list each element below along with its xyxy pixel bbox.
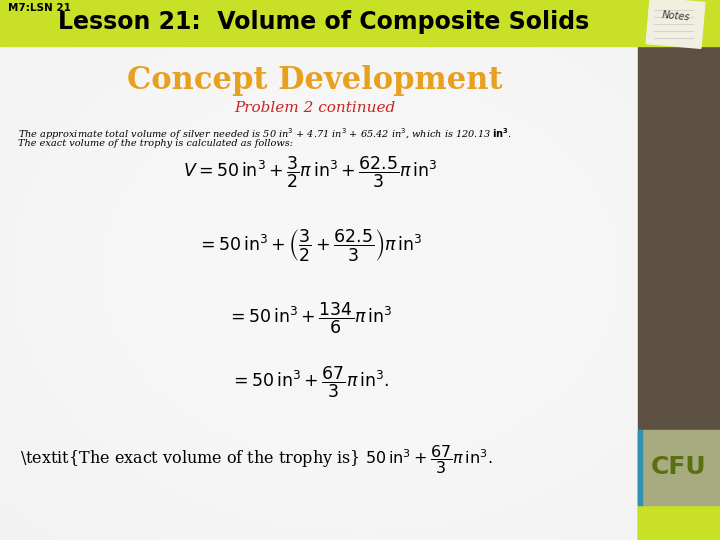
Text: $= 50\,\mathrm{in}^3 + \left(\dfrac{3}{2} + \dfrac{62.5}{3}\right)\pi\,\mathrm{i: $= 50\,\mathrm{in}^3 + \left(\dfrac{3}{2…	[197, 227, 423, 263]
Text: Concept Development: Concept Development	[127, 64, 503, 96]
Bar	[618, 0, 700, 50]
Bar	[638, 505, 720, 540]
Text: Problem 2 continued: Problem 2 continued	[235, 101, 395, 115]
Text: Notes: Notes	[662, 10, 690, 22]
Text: \textit{The exact volume of the trophy is} $50\,\mathrm{in}^3 + \dfrac{67}{3}\pi: \textit{The exact volume of the trophy i…	[20, 443, 492, 476]
Text: $V = 50\,\mathrm{in}^3 + \dfrac{3}{2}\pi\,\mathrm{in}^3 + \dfrac{62.5}{3}\pi\,\m: $V = 50\,\mathrm{in}^3 + \dfrac{3}{2}\pi…	[183, 154, 437, 190]
Bar	[0, 0, 720, 46]
Text: The approximate total volume of silver needed is 50 in$^3$ + 4.71 in$^3$ + 65.42: The approximate total volume of silver n…	[18, 126, 512, 142]
Text: $= 50\,\mathrm{in}^3 + \dfrac{134}{6}\pi\,\mathrm{in}^3$: $= 50\,\mathrm{in}^3 + \dfrac{134}{6}\pi…	[228, 300, 392, 336]
Text: CFU: CFU	[651, 455, 707, 479]
Bar	[638, 430, 720, 505]
Text: Lesson 21:  Volume of Composite Solids: Lesson 21: Volume of Composite Solids	[58, 10, 589, 34]
Text: $= 50\,\mathrm{in}^3 + \dfrac{67}{3}\pi\,\mathrm{in}^3.$: $= 50\,\mathrm{in}^3 + \dfrac{67}{3}\pi\…	[230, 364, 390, 400]
Bar	[638, 0, 720, 540]
Text: M7:LSN 21: M7:LSN 21	[8, 3, 71, 13]
Bar	[646, 0, 705, 49]
Bar	[638, 430, 642, 505]
Text: The exact volume of the trophy is calculated as follows:: The exact volume of the trophy is calcul…	[18, 139, 293, 148]
